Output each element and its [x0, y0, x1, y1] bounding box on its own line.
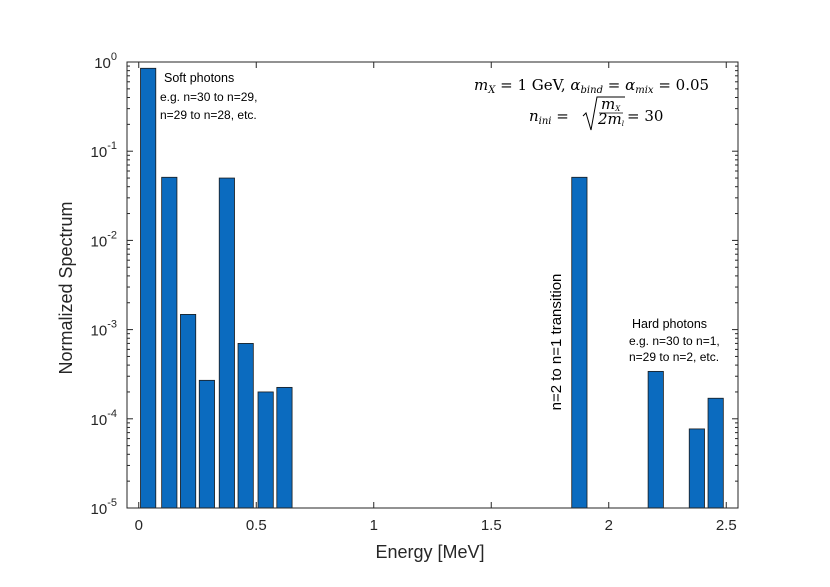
soft-photons-title: Soft photons: [164, 71, 234, 85]
bar-6: [237, 343, 254, 509]
bar-8: [276, 386, 293, 509]
soft-photons-line1: e.g. n=30 to n=29,: [160, 90, 257, 104]
frac-num-sub: X: [614, 105, 621, 113]
formula-line1: mX = 1 GeV, αbind = αmix = 0.05: [474, 76, 709, 96]
bar-4: [198, 379, 215, 509]
formula-m-sub: X: [487, 85, 496, 96]
transition-label: n=2 to n=1 transition: [548, 274, 565, 411]
x-tick-label-3: 1.5: [481, 517, 502, 534]
bar-9: [571, 176, 588, 509]
plot-frame: [126, 61, 739, 509]
y-tick-label-2: 10-3: [91, 319, 117, 340]
bar-12: [707, 397, 724, 509]
bar-7: [257, 391, 274, 509]
hard-photons-title: Hard photons: [632, 317, 707, 331]
formula-gev: = 1 GeV,: [495, 76, 570, 94]
y-tick-label-4: 10-1: [91, 140, 117, 161]
y-tick-label-0: 10-5: [91, 497, 117, 518]
frac-num: m: [601, 95, 615, 113]
x-tick-label-2: 1: [370, 517, 378, 534]
plot-area: [127, 62, 738, 508]
bar-5: [218, 177, 235, 509]
bar-11: [688, 428, 705, 509]
frac-den: 2m: [597, 110, 622, 128]
bars-group: [140, 67, 724, 509]
svg-text:2ml: 2ml: [597, 110, 624, 128]
x-tick-label-0: 0: [135, 517, 143, 534]
formula-alpha-value: = 0.05: [654, 76, 710, 94]
y-tick-label-3: 10-2: [91, 229, 117, 250]
formula-alpha-mix: α: [625, 76, 635, 94]
formula-n-sub: ini: [539, 116, 552, 127]
hard-photons-line1: e.g. n=30 to n=1,: [629, 334, 720, 348]
formula-n-value: = 30: [627, 107, 663, 125]
formula-line2: nini = mX 2ml = 30: [529, 95, 663, 131]
svg-text:nini =: nini =: [529, 107, 569, 127]
soft-photons-line2: n=29 to n=28, etc.: [160, 108, 257, 122]
formula-equals: =: [603, 76, 625, 94]
frac-den-sub: l: [622, 120, 624, 128]
ticks-group: 0 0.5 1 1.5 2 2.5 10-5 10-4 10-3 10-2 10-1 100: [91, 51, 738, 534]
formula-n: n: [529, 107, 539, 125]
x-tick-label-4: 2: [605, 517, 613, 534]
bar-10: [647, 370, 664, 509]
formula-alpha-bind: α: [570, 76, 580, 94]
bar-1: [140, 67, 157, 509]
y-axis-label: Normalized Spectrum: [56, 201, 76, 374]
y-tick-label-5: 100: [94, 51, 117, 72]
bar-3: [180, 314, 197, 509]
formula-bind-sub: bind: [581, 85, 603, 96]
svg-text:mX: mX: [601, 95, 621, 113]
sqrt-sign: [582, 96, 625, 131]
formula-mix-sub: mix: [635, 85, 654, 96]
hard-photons-line2: n=29 to n=2, etc.: [629, 350, 719, 364]
x-axis-label: Energy [MeV]: [375, 542, 484, 562]
formula-m: m: [474, 76, 488, 94]
y-tick-label-1: 10-4: [91, 408, 117, 429]
x-tick-label-5: 2.5: [716, 517, 737, 534]
bar-2: [161, 176, 178, 509]
formula-eq2: =: [552, 107, 569, 125]
x-tick-label-1: 0.5: [246, 517, 267, 534]
